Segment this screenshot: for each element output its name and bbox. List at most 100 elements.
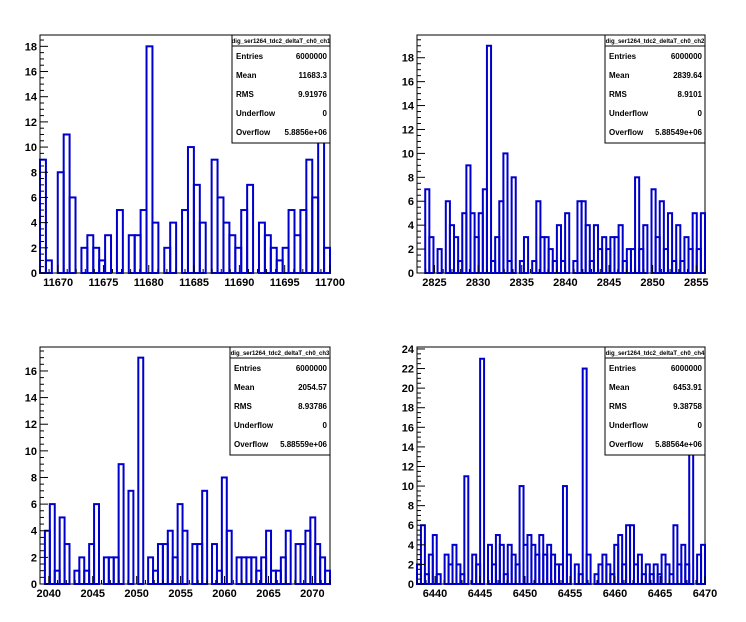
stats-value: 0: [698, 421, 703, 430]
stats-label: Mean: [234, 383, 255, 392]
y-tick-label: 16: [402, 77, 414, 89]
histogram-bin: [428, 236, 435, 274]
stats-label: Overflow: [609, 128, 644, 137]
histogram-bin: [485, 44, 493, 275]
x-tick-label: 6470: [693, 588, 717, 600]
y-tick-label: 18: [402, 403, 414, 415]
histogram-bin: [246, 183, 255, 275]
histogram-bin: [675, 224, 682, 275]
histogram-bin: [691, 212, 698, 274]
stats-box: dig_ser1264_tdc2_deltaT_ch0_ch1 Entries 60…: [231, 34, 331, 144]
y-tick-label: 18: [25, 41, 37, 53]
histogram-bin: [453, 236, 460, 274]
stats-label: Mean: [609, 383, 630, 392]
histogram-bin: [211, 543, 218, 585]
stats-box: dig_ser1264_tdc2_deltaT_ch0_ch2 Entries 60…: [604, 34, 706, 144]
histogram-bin: [699, 212, 707, 274]
stats-box-frame: [231, 34, 331, 144]
stats-label: RMS: [609, 402, 627, 411]
histogram-bin: [584, 224, 591, 275]
y-tick-label: 8: [408, 172, 414, 184]
histogram-bin: [522, 236, 530, 274]
stats-value: 5.88559e+06: [280, 440, 327, 449]
y-tick-label: 20: [402, 383, 414, 395]
histogram-bin: [93, 503, 100, 585]
histogram-bin: [463, 475, 470, 585]
histogram-pane-4: 6440 6445 6450 6455 6460 6465 6470024681012141…: [402, 344, 717, 600]
stats-value: 6453.91: [673, 383, 702, 392]
x-tick-label: 2040: [37, 588, 61, 600]
y-tick-label: 6: [31, 499, 37, 511]
histogram-bin: [145, 45, 154, 274]
x-tick-label: 6465: [648, 588, 672, 600]
stats-label: Overflow: [234, 440, 269, 449]
y-tick-label: 4: [31, 526, 38, 538]
y-tick-label: 12: [25, 117, 37, 129]
y-tick-label: 14: [25, 393, 38, 405]
histogram-pane-2: 2825 2830 2835 2840 2845 2850 2855 0 2 4 6 8 10 12 14 1…: [402, 34, 709, 289]
histogram-bin: [169, 221, 178, 275]
stats-label: RMS: [236, 90, 254, 99]
x-tick-label: 2070: [300, 588, 324, 600]
y-tick-label: 6: [31, 192, 37, 204]
x-tick-label: 2835: [509, 277, 533, 289]
histogram-bin: [424, 188, 431, 274]
histogram-bin: [502, 152, 509, 274]
stats-box-frame: [604, 34, 706, 144]
histogram-bin: [650, 188, 657, 274]
stats-value: 8.9101: [678, 90, 703, 99]
stats-box: dig_ser1264_tdc2_deltaT_ch0_ch3 Entries 60…: [229, 346, 331, 456]
histogram-bin: [115, 209, 124, 274]
y-tick-label: 16: [25, 67, 37, 79]
histogram-bin: [700, 543, 706, 586]
y-tick-label: 10: [402, 148, 414, 160]
histogram-bin: [127, 489, 135, 585]
stats-value: 0: [698, 109, 703, 118]
stats-value: 9.38758: [673, 402, 702, 411]
stats-value: 6000000: [671, 364, 703, 373]
y-tick-label: 16: [402, 422, 414, 434]
y-tick-label: 4: [408, 220, 415, 232]
x-tick-label: 2055: [168, 588, 192, 600]
stats-label: RMS: [234, 402, 252, 411]
y-tick-label: 14: [402, 101, 415, 113]
x-tick-label: 6460: [603, 588, 627, 600]
histogram-bin: [581, 367, 588, 585]
stats-value: 0: [323, 109, 328, 118]
x-tick-label: 2825: [422, 277, 446, 289]
x-tick-label: 11700: [315, 277, 345, 289]
histogram-bin: [629, 524, 635, 585]
y-tick-label: 0: [408, 268, 414, 280]
histogram-bin: [617, 534, 624, 586]
y-tick-label: 0: [31, 579, 37, 591]
stats-box-title: dig_ser1264_tdc2_deltaT_ch0_ch2: [606, 39, 705, 45]
stats-value: 8.93786: [298, 402, 327, 411]
y-tick-label: 4: [31, 218, 38, 230]
histogram-bins: [424, 44, 707, 275]
x-tick-label: 2060: [212, 588, 236, 600]
x-tick-label: 2840: [553, 277, 577, 289]
histogram-bin: [284, 529, 292, 585]
stats-label: Mean: [236, 71, 257, 80]
x-tick-label: 2845: [597, 277, 621, 289]
histogram-bin: [636, 553, 643, 585]
histogram-bin: [564, 212, 571, 274]
y-tick-label: 0: [408, 579, 414, 591]
x-tick-label: 2045: [80, 588, 104, 600]
x-tick-label: 11675: [88, 277, 118, 289]
histogram-bin: [435, 573, 442, 586]
stats-label: Underflow: [234, 421, 274, 430]
x-tick-label: 2855: [684, 277, 708, 289]
x-tick-label: 6455: [558, 588, 582, 600]
y-tick-label: 2: [31, 243, 37, 255]
stats-box-title: dig_ser1264_tdc2_deltaT_ch0_ch4: [606, 351, 705, 357]
histogram-bin: [617, 224, 624, 275]
y-tick-label: 8: [31, 167, 37, 179]
y-tick-label: 10: [25, 142, 37, 154]
histogram-bin: [324, 569, 331, 586]
stats-box-frame: [604, 346, 706, 456]
y-tick-label: 8: [31, 472, 37, 484]
stats-label: Overflow: [236, 128, 271, 137]
y-tick-label: 0: [31, 268, 37, 280]
histogram-bin: [436, 248, 443, 275]
